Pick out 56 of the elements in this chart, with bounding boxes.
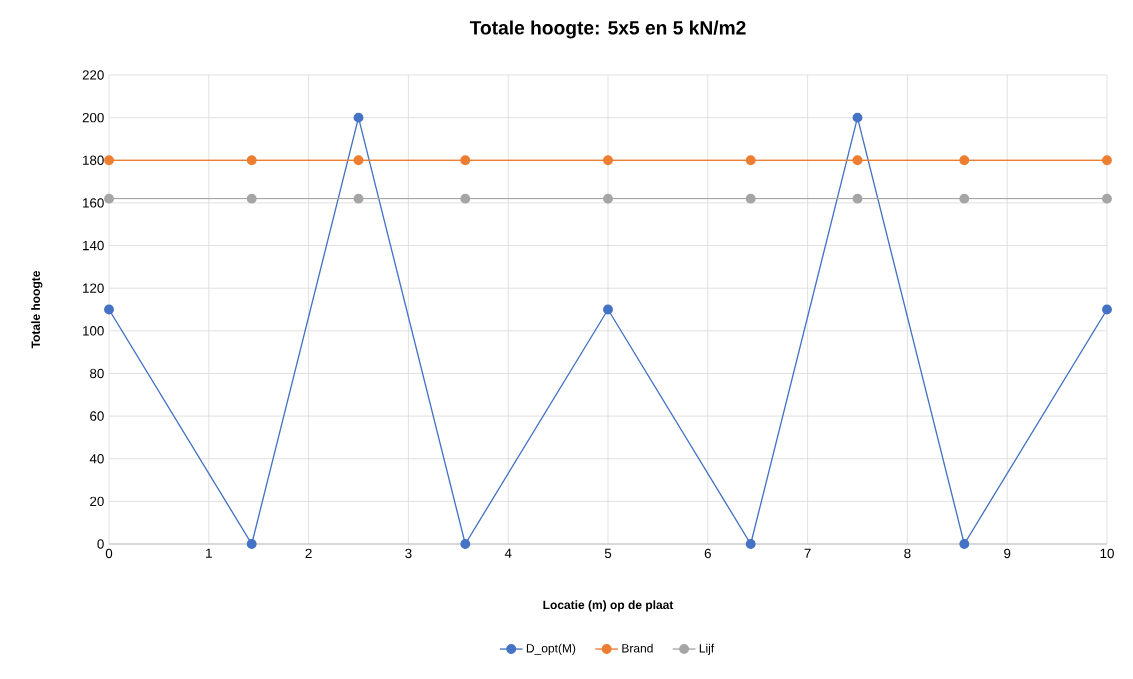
point <box>104 193 114 204</box>
point <box>852 155 863 166</box>
y-tick-label: 20 <box>90 496 104 507</box>
point <box>959 193 970 204</box>
point <box>104 155 114 166</box>
point <box>852 112 863 123</box>
x-tick-label: 10 <box>1100 548 1114 559</box>
legend-label: D_opt(M) <box>526 643 576 655</box>
y-tick-label: 100 <box>83 326 104 336</box>
point <box>246 155 257 166</box>
point <box>745 193 756 204</box>
point <box>1102 304 1112 315</box>
point <box>745 155 756 166</box>
x-tick-label: 8 <box>904 548 911 559</box>
point <box>603 193 613 204</box>
point <box>959 155 970 166</box>
chart-title: Totale hoogte: 5x5 en 5 kN/m2 <box>469 20 746 39</box>
y-tick-label: 160 <box>83 198 104 208</box>
y-tick-label: 60 <box>90 411 104 421</box>
y-tick-label: 0 <box>97 539 104 549</box>
x-axis-title: Locatie (m) op de plaat <box>543 600 674 612</box>
y-axis-title: Totale hoogte <box>31 271 43 349</box>
x-tick-label: 5 <box>604 548 612 558</box>
x-tick-label: 7 <box>804 548 811 558</box>
point <box>460 539 471 549</box>
point <box>959 539 970 549</box>
y-tick-label: 200 <box>82 112 104 123</box>
x-tick-label: 1 <box>206 548 212 558</box>
point <box>246 539 257 549</box>
legend-label: Lijf <box>699 643 715 655</box>
y-tick-label: 40 <box>89 454 104 464</box>
y-tick-label: 140 <box>83 240 104 251</box>
x-tick-label: 2 <box>305 548 312 559</box>
y-tick-label: 220 <box>82 70 104 80</box>
point <box>852 193 863 204</box>
point <box>1102 193 1112 204</box>
point <box>1102 155 1112 166</box>
point <box>353 193 364 204</box>
x-tick-label: 3 <box>405 548 412 559</box>
point <box>460 193 471 204</box>
point <box>460 155 471 166</box>
point <box>353 112 364 123</box>
y-tick-label: 80 <box>90 368 104 379</box>
x-tick-label: 9 <box>1004 548 1011 559</box>
x-tick-label: 0 <box>105 548 113 559</box>
y-tick-label: 180 <box>83 155 104 165</box>
point <box>603 155 613 166</box>
legend-label: Brand <box>622 643 653 653</box>
point <box>745 539 756 549</box>
point <box>353 155 364 166</box>
point <box>246 193 257 204</box>
y-tick-label: 120 <box>83 283 104 293</box>
point <box>104 304 114 315</box>
point <box>603 304 613 315</box>
x-tick-label: 4 <box>504 548 512 558</box>
x-tick-label: 6 <box>704 548 711 559</box>
